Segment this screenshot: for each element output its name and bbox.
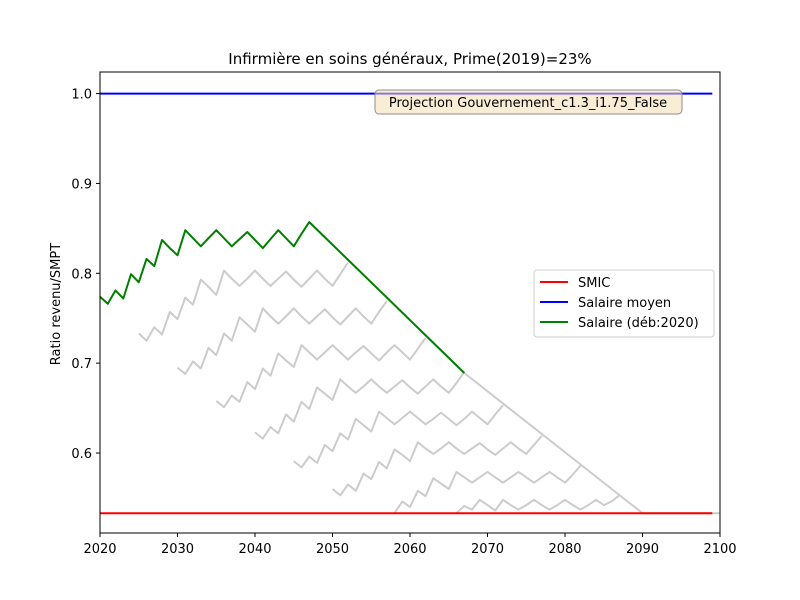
x-tick-label: 2020 <box>83 542 116 557</box>
series-line-2 <box>99 221 465 374</box>
background-series-line <box>308 221 644 514</box>
y-tick-label: 1.0 <box>71 88 92 103</box>
legend-label: SMIC <box>578 276 610 291</box>
background-series-line <box>176 300 388 375</box>
x-tick-label: 2070 <box>471 542 504 557</box>
background-series-line <box>254 371 466 440</box>
legend-frame <box>533 269 715 338</box>
chart-title: Infirmière en soins généraux, Prime(2019… <box>228 50 591 68</box>
y-tick-label: 0.8 <box>71 267 92 282</box>
y-tick-label: 0.9 <box>71 177 92 192</box>
x-tick-label: 2040 <box>238 542 271 557</box>
background-series-line <box>331 435 543 497</box>
x-tick-label: 2050 <box>316 542 349 557</box>
background-series-line <box>393 464 582 514</box>
y-axis-label: Ratio revenu/SMPT <box>49 243 64 365</box>
background-series-line <box>293 404 504 469</box>
x-ticks: 2020 2030 2040 2050 2060 2070 2080 2090 2100 <box>83 533 737 557</box>
y-ticks: 0.6 0.7 0.8 0.9 1.0 <box>71 88 100 462</box>
background-series <box>138 221 720 515</box>
legend-label: Salaire (déb:2020) <box>578 316 699 331</box>
annotation-background <box>374 89 683 115</box>
x-tick-label: 2090 <box>626 542 659 557</box>
background-series-line <box>455 494 620 514</box>
annotation-text: Projection Gouvernement_c1.3_i1.75_False <box>389 96 667 111</box>
annotation-box: Projection Gouvernement_c1.3_i1.75_False <box>374 89 683 115</box>
legend-label: Salaire moyen <box>578 296 671 311</box>
background-series-line <box>215 337 427 409</box>
y-tick-label: 0.7 <box>71 357 92 372</box>
x-tick-label: 2080 <box>548 542 581 557</box>
legend: SMIC Salaire moyen Salaire (déb:2020) <box>533 269 715 338</box>
x-tick-label: 2060 <box>393 542 426 557</box>
x-tick-label: 2100 <box>703 542 736 557</box>
background-series-line <box>138 261 349 342</box>
y-tick-label: 0.6 <box>71 447 92 462</box>
plot-frame <box>99 71 721 534</box>
x-tick-label: 2030 <box>161 542 194 557</box>
